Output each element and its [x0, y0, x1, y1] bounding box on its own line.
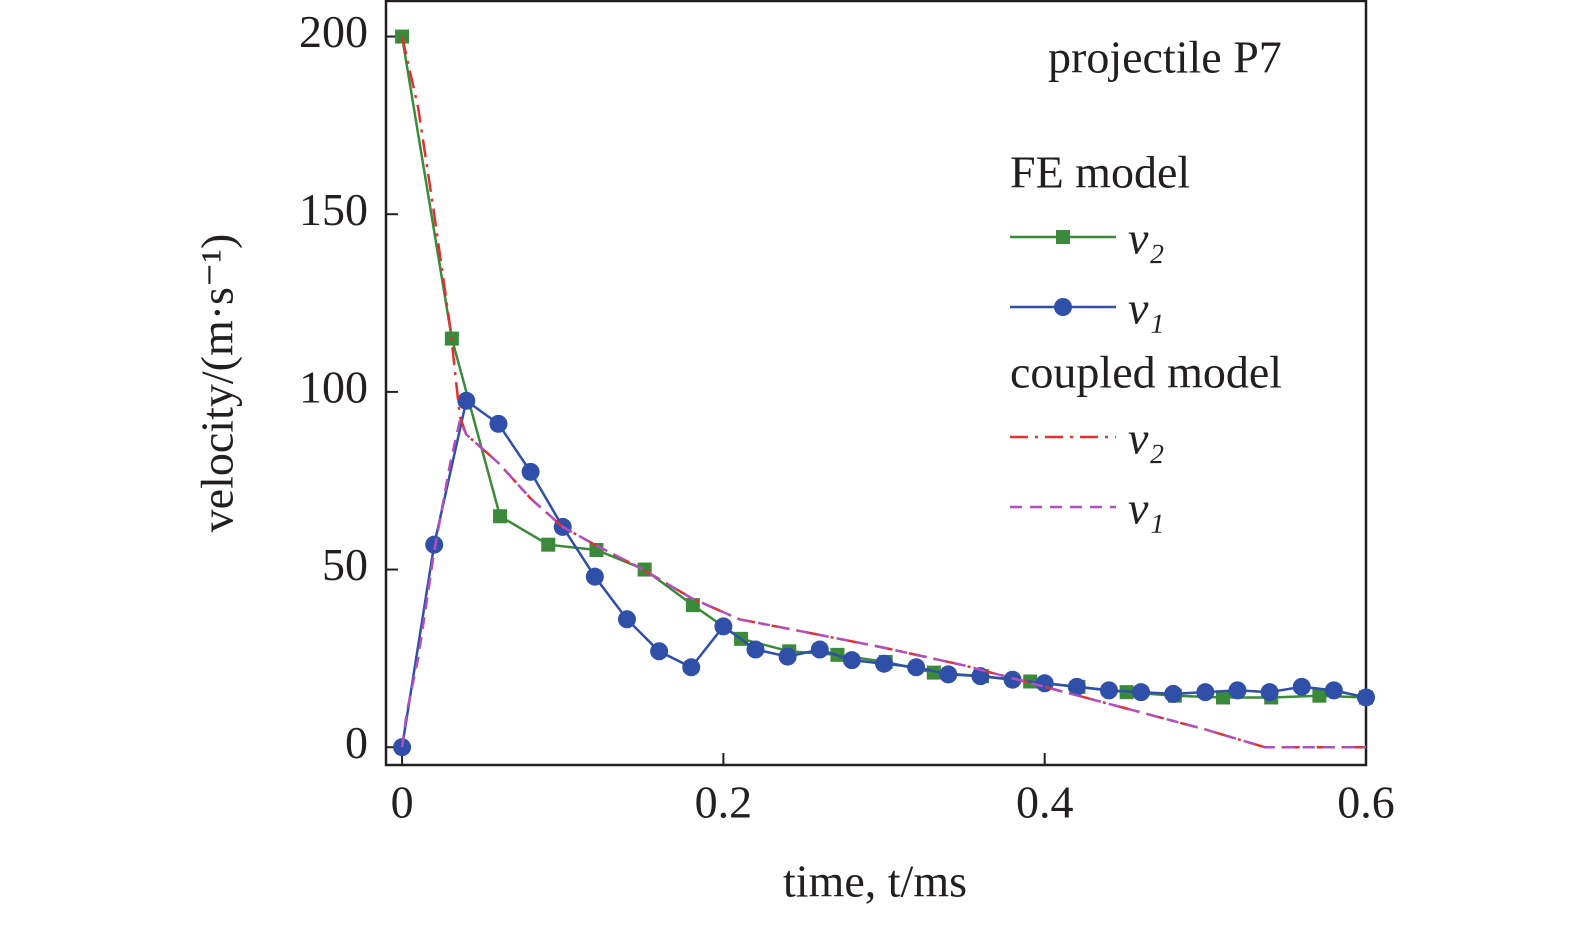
marker-circle — [1228, 681, 1247, 700]
y-tick-label: 100 — [299, 361, 368, 412]
legend-label: v₂ — [1128, 413, 1164, 464]
marker-circle — [1196, 683, 1215, 702]
legend-label: v₁ — [1128, 283, 1164, 334]
legend-marker — [1054, 298, 1072, 316]
marker-circle — [1357, 688, 1375, 707]
marker-circle — [1260, 683, 1279, 702]
plot-frame — [384, 0, 1368, 767]
marker-circle — [907, 658, 926, 677]
legend-label: v₁ — [1128, 483, 1164, 534]
y-tick-label: 50 — [322, 539, 368, 590]
legend-marker — [1056, 230, 1070, 244]
marker-square — [493, 509, 508, 524]
marker-square — [395, 29, 410, 44]
x-axis-label: time, t/ms — [783, 856, 967, 907]
marker-circle — [585, 567, 604, 586]
marker-circle — [1324, 681, 1343, 700]
x-tick-label: 0 — [391, 777, 414, 828]
marker-circle — [1164, 684, 1183, 703]
annotation: projectile P7 — [1048, 32, 1282, 83]
marker-circle — [617, 610, 636, 629]
series-line — [400, 416, 1366, 749]
marker-circle — [1099, 681, 1118, 700]
x-tick-label: 0.2 — [695, 777, 753, 828]
marker-square — [926, 665, 941, 680]
marker-circle — [1067, 677, 1086, 696]
marker-circle — [746, 640, 765, 659]
marker-circle — [682, 658, 701, 677]
marker-square — [1312, 688, 1327, 703]
marker-circle — [457, 391, 476, 410]
legend-group-title: coupled model — [1010, 347, 1282, 398]
marker-circle — [810, 640, 829, 659]
legend-group-title: FE model — [1010, 147, 1190, 198]
legend-label: v₂ — [1128, 213, 1164, 264]
y-tick-label: 150 — [299, 184, 368, 235]
marker-circle — [875, 654, 894, 673]
x-tick-label: 0.6 — [1337, 777, 1395, 828]
marker-circle — [1132, 683, 1151, 702]
y-axis-label: velocity/(m·s⁻¹) — [192, 234, 243, 533]
series-line — [400, 36, 1366, 749]
y-tick-label: 200 — [299, 6, 368, 57]
marker-circle — [489, 414, 508, 433]
marker-square — [1216, 690, 1231, 705]
marker-circle — [521, 462, 540, 481]
y-tick-label: 0 — [345, 717, 368, 768]
marker-circle — [1003, 670, 1022, 689]
marker-circle — [1292, 677, 1311, 696]
x-tick-label: 0.4 — [1016, 777, 1074, 828]
marker-circle — [425, 535, 444, 554]
marker-circle — [939, 665, 958, 684]
marker-square — [541, 537, 556, 552]
marker-circle — [714, 617, 733, 636]
marker-circle — [650, 642, 669, 661]
marker-circle — [778, 647, 797, 666]
marker-circle — [842, 651, 861, 670]
